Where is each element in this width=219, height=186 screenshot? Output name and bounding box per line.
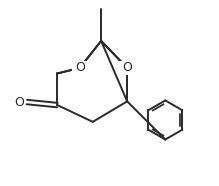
FancyBboxPatch shape: [72, 61, 88, 75]
FancyBboxPatch shape: [119, 61, 135, 75]
Text: O: O: [14, 96, 24, 109]
Text: O: O: [75, 61, 85, 74]
Text: O: O: [122, 61, 132, 74]
